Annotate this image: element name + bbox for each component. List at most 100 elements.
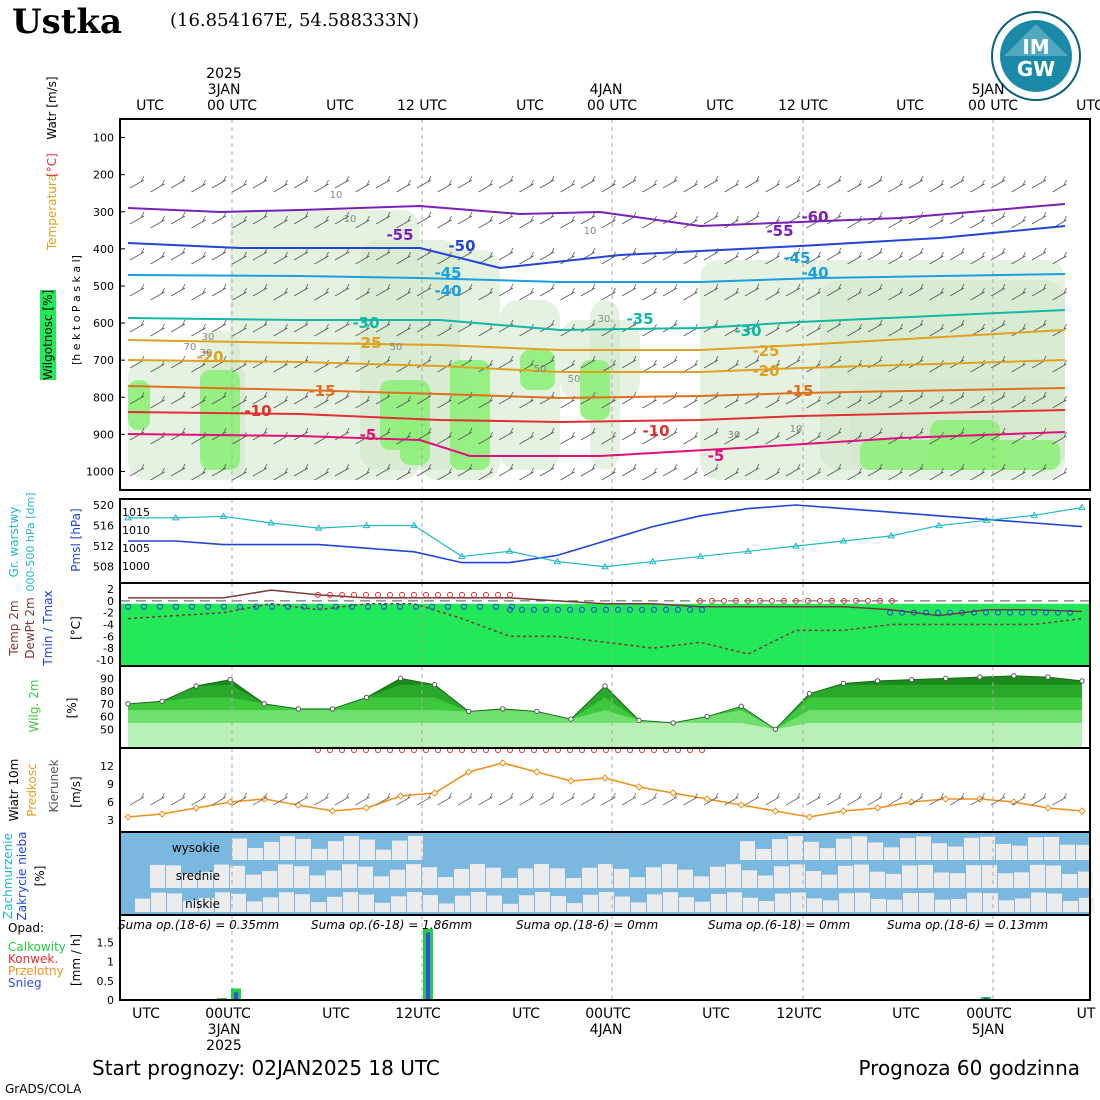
- cloud-bar: [1076, 844, 1091, 860]
- bottom-date-label: 3JAN: [208, 1022, 241, 1038]
- humidity-marker: [534, 708, 540, 715]
- humidity-marker: [500, 706, 506, 712]
- wind-barb: [1052, 467, 1067, 481]
- tmin-marker: [125, 603, 131, 610]
- wind-barb: [252, 283, 268, 297]
- wind-barb: [273, 323, 288, 337]
- cloud-bar: [360, 839, 375, 860]
- wind-speed-marker: [1078, 807, 1086, 815]
- thickness-tick: 516: [93, 520, 114, 533]
- wind-barb: [129, 283, 145, 297]
- cloud-bar: [710, 866, 725, 888]
- wind-barb: [744, 283, 760, 297]
- cloud-bar: [310, 875, 325, 888]
- isotherm-label: -20: [752, 362, 779, 380]
- bottom-time-label: UT: [1077, 1006, 1096, 1022]
- tmax-marker: [817, 597, 823, 604]
- cloud-bar: [884, 847, 899, 860]
- thickness-marker: [1078, 503, 1086, 511]
- cloud-bar: [1079, 897, 1094, 912]
- wind-barb: [355, 251, 370, 265]
- tmin-marker: [381, 603, 387, 610]
- cloud-bar: [232, 838, 247, 860]
- wind-barb: [314, 287, 329, 301]
- predkosc-label: Predkosc: [25, 763, 39, 816]
- humidity-band: [128, 722, 1082, 748]
- cloud-bar: [280, 836, 295, 860]
- cloud-bar: [438, 877, 453, 888]
- humidity-marker: [977, 674, 983, 680]
- wind-barb: [498, 792, 514, 806]
- bottom-year-label: 2025: [206, 1038, 242, 1054]
- cloud-bar: [423, 895, 438, 912]
- wind-barb: [129, 211, 145, 225]
- cloud-bar: [804, 841, 819, 860]
- tmin-marker: [959, 609, 965, 616]
- wind-barb: [785, 355, 801, 369]
- tmax-marker: [459, 591, 465, 598]
- temp-unit2-label: [°C]: [69, 616, 83, 640]
- wind-barb: [252, 175, 268, 189]
- wind-speed-marker: [635, 783, 643, 791]
- humidity-marker: [704, 713, 710, 720]
- grads-credit: GrADS/COLA: [5, 1082, 82, 1096]
- temp-tick: -6: [103, 630, 114, 643]
- wind-barb: [478, 395, 493, 409]
- cloud-bar: [694, 876, 709, 888]
- wind-barb: [908, 319, 924, 333]
- wind-barb: [314, 251, 329, 265]
- isotherm-label: -45: [434, 264, 461, 282]
- wind-barb: [724, 395, 739, 409]
- pmsl-tick: 1005: [122, 542, 150, 555]
- rh-label: 10: [584, 226, 597, 237]
- pressure-tick: 200: [93, 169, 114, 182]
- rh-label: 10: [790, 424, 803, 435]
- bottom-time-label: 00UTC: [585, 1006, 631, 1022]
- snieg-label: Snieg: [8, 976, 42, 990]
- thickness-marker: [1030, 511, 1039, 518]
- wind-barb: [375, 283, 391, 297]
- wind-barb: [580, 792, 596, 806]
- wind-barb: [539, 283, 555, 297]
- wind-barb: [396, 179, 411, 193]
- mmh-label: [mm / h]: [69, 934, 83, 986]
- wind-barb: [355, 215, 370, 229]
- cloud-bar: [772, 839, 787, 860]
- wind-barb: [724, 251, 739, 265]
- cloud-bar: [662, 864, 677, 888]
- thickness-tick: 508: [93, 561, 114, 574]
- cloud-bar: [279, 892, 294, 912]
- wind-barb: [170, 427, 186, 441]
- tmin-marker: [333, 603, 339, 610]
- humidity-marker: [397, 675, 404, 682]
- wind-barb: [1031, 283, 1047, 297]
- thickness-marker: [458, 552, 466, 559]
- temp2m-label: Temp 2m: [7, 600, 21, 656]
- temp-tick: -8: [103, 642, 114, 655]
- wind-barb: [293, 319, 309, 333]
- humidity-tick: 60: [100, 711, 114, 724]
- cloud-bar: [182, 873, 197, 888]
- wind-barb: [847, 323, 862, 337]
- wind-barb: [621, 283, 637, 297]
- wind-barb: [683, 431, 698, 445]
- cloud-bar: [439, 903, 454, 912]
- cloud-bar: [392, 840, 407, 860]
- tmin-marker: [639, 606, 645, 613]
- thickness-marker: [601, 562, 609, 570]
- tmax-marker: [399, 591, 405, 598]
- top-date-label: 4JAN: [590, 82, 623, 98]
- wind-barb: [785, 283, 801, 297]
- humidity-marker: [1011, 673, 1017, 679]
- wind-barb: [560, 431, 575, 445]
- wind-barb: [519, 179, 534, 193]
- wind-barb: [478, 179, 493, 193]
- tmax-marker: [375, 591, 381, 598]
- wind-barb: [621, 463, 637, 477]
- wind-barb: [560, 467, 575, 481]
- cloud-bar: [391, 896, 406, 912]
- wind-barb: [437, 395, 452, 409]
- wind-barb: [765, 395, 780, 409]
- cloud-bar: [1014, 872, 1029, 888]
- thickness-marker: [839, 537, 848, 544]
